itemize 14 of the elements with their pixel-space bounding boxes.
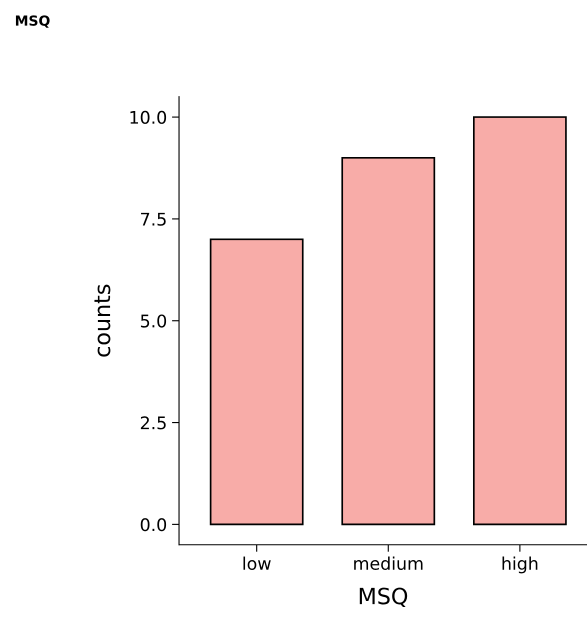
y-tick-label: 10.0 <box>130 110 166 124</box>
y-axis-title: counts <box>94 284 110 357</box>
bar <box>341 156 436 526</box>
y-tick-label: 7.5 <box>141 212 166 226</box>
x-axis-title: MSQ <box>360 588 408 607</box>
y-tick-label: 5.0 <box>140 314 166 328</box>
y-tick-label: 2.5 <box>140 416 166 430</box>
x-tick-label: low <box>243 556 271 570</box>
x-tick-label: medium <box>354 556 422 570</box>
x-tick-label: high <box>502 556 538 574</box>
text: MSQ <box>16 15 50 28</box>
bar <box>472 116 567 526</box>
y-tick-label: 0.0 <box>140 518 166 532</box>
bar <box>210 238 304 526</box>
